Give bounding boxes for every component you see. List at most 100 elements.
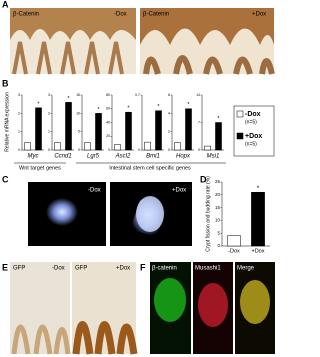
y-tick-label: 2 xyxy=(48,111,50,115)
y-tick-label: 3 xyxy=(48,93,50,97)
histology-image xyxy=(140,8,275,75)
y-tick-label: 7 xyxy=(198,120,200,124)
bar xyxy=(251,191,265,247)
panel-label: B xyxy=(2,78,9,88)
y-tick-label: 60 xyxy=(106,107,110,111)
panel-label: F xyxy=(140,262,146,272)
image-caption: Merge xyxy=(237,266,255,272)
image-caption: Musashi1 xyxy=(195,266,221,272)
y-tick-label: 10 xyxy=(76,111,80,115)
gene-label: Myc xyxy=(28,154,39,160)
bar xyxy=(125,111,132,151)
x-tick-label: +Dox xyxy=(252,248,265,254)
y-tick-label: 0 xyxy=(138,148,140,152)
legend-swatch xyxy=(236,132,244,140)
gene-label: Lgr5 xyxy=(87,154,100,160)
bar xyxy=(144,141,151,151)
histology-image xyxy=(10,262,71,355)
y-tick-label: 15 xyxy=(76,93,80,97)
y-tick-label: 5 xyxy=(217,230,220,235)
panel-label: A xyxy=(2,0,9,9)
y-tick-label: 14 xyxy=(196,93,200,97)
significance: * xyxy=(157,104,160,110)
bar xyxy=(227,235,241,247)
y-tick-label: 15 xyxy=(215,205,221,210)
significance: * xyxy=(97,107,100,113)
panel-label: D xyxy=(200,174,207,184)
y-tick-label: 20 xyxy=(215,192,221,197)
gene-label: Bmi1 xyxy=(146,154,160,160)
bar xyxy=(114,144,121,151)
y-tick-label: 10 xyxy=(215,218,221,223)
bar xyxy=(155,110,162,151)
panel-label: C xyxy=(2,174,9,184)
histology-image xyxy=(72,262,138,355)
panel-label: E xyxy=(2,262,8,272)
image-caption: +Dox xyxy=(172,188,186,194)
y-tick-label: 4 xyxy=(168,111,170,115)
legend-label: +Dox xyxy=(245,133,262,140)
significance: * xyxy=(187,102,190,108)
y-tick-label: 0 xyxy=(198,148,200,152)
legend-swatch xyxy=(236,110,244,118)
bar xyxy=(185,108,192,151)
bar xyxy=(95,113,102,151)
image-caption: +Dox xyxy=(116,266,130,272)
significance: * xyxy=(257,185,260,192)
significance: * xyxy=(217,116,220,122)
bar xyxy=(65,102,72,151)
y-axis-label: Crypt fission and budding rate (%) xyxy=(205,176,211,252)
significance: * xyxy=(127,106,130,112)
y-tick-label: 40 xyxy=(106,120,110,124)
gene-label: Msi1 xyxy=(207,154,220,160)
fluorescence-image xyxy=(150,262,275,354)
fluorescence-image xyxy=(28,182,106,246)
fluorescence-image xyxy=(110,182,192,246)
significance: * xyxy=(67,96,70,102)
group-label: Wnt target genes xyxy=(19,165,61,171)
y-tick-label: 0.7 xyxy=(135,93,140,97)
figure: A β-Catenin -Dox β-Catenin +Dox B Relati… xyxy=(2,0,275,355)
group-label: Intestinal stem cell specific genes xyxy=(109,165,191,171)
y-tick-label: 2 xyxy=(18,111,20,115)
significance: * xyxy=(37,101,40,107)
bar xyxy=(35,107,42,151)
legend-box xyxy=(233,105,275,157)
image-caption: GFP xyxy=(75,266,87,272)
y-tick-label: 0 xyxy=(78,148,80,152)
bar xyxy=(215,122,222,151)
image-caption: -Dox xyxy=(88,188,101,194)
image-caption: β-catenin xyxy=(152,266,177,272)
bar xyxy=(84,142,91,151)
image-caption: +Dox xyxy=(252,12,266,18)
y-tick-label: 5 xyxy=(78,130,80,134)
y-tick-label: 0 xyxy=(18,148,20,152)
y-tick-label: 3 xyxy=(18,93,20,97)
y-tick-label: 2 xyxy=(168,130,170,134)
y-tick-label: 6 xyxy=(168,93,170,97)
histology-image xyxy=(10,8,136,75)
image-caption: β-Catenin xyxy=(13,12,39,18)
y-tick-label: 0 xyxy=(168,148,170,152)
legend-label: -Dox xyxy=(245,111,261,118)
y-axis-label: Relative mRNA expression xyxy=(4,92,10,152)
y-tick-label: 0 xyxy=(48,148,50,152)
image-caption: β-Catenin xyxy=(143,12,169,18)
y-tick-label: 0 xyxy=(108,148,110,152)
y-tick-label: 25 xyxy=(215,179,221,184)
legend-note: (n=5) xyxy=(245,119,257,125)
bar xyxy=(24,142,31,151)
image-caption: GFP xyxy=(13,266,25,272)
bar xyxy=(54,142,61,151)
bar xyxy=(204,145,211,151)
gene-label: Ccnd1 xyxy=(54,154,71,160)
y-tick-label: 20 xyxy=(106,134,110,138)
bar xyxy=(174,142,181,151)
x-tick-label: -Dox xyxy=(228,248,240,254)
gene-label: Hopx xyxy=(176,154,191,160)
y-tick-label: 80 xyxy=(106,93,110,97)
y-tick-label: 1 xyxy=(48,130,50,134)
legend-note: (n=5) xyxy=(245,141,257,147)
gene-label: Ascl2 xyxy=(115,154,131,160)
y-tick-label: 0 xyxy=(217,243,220,248)
